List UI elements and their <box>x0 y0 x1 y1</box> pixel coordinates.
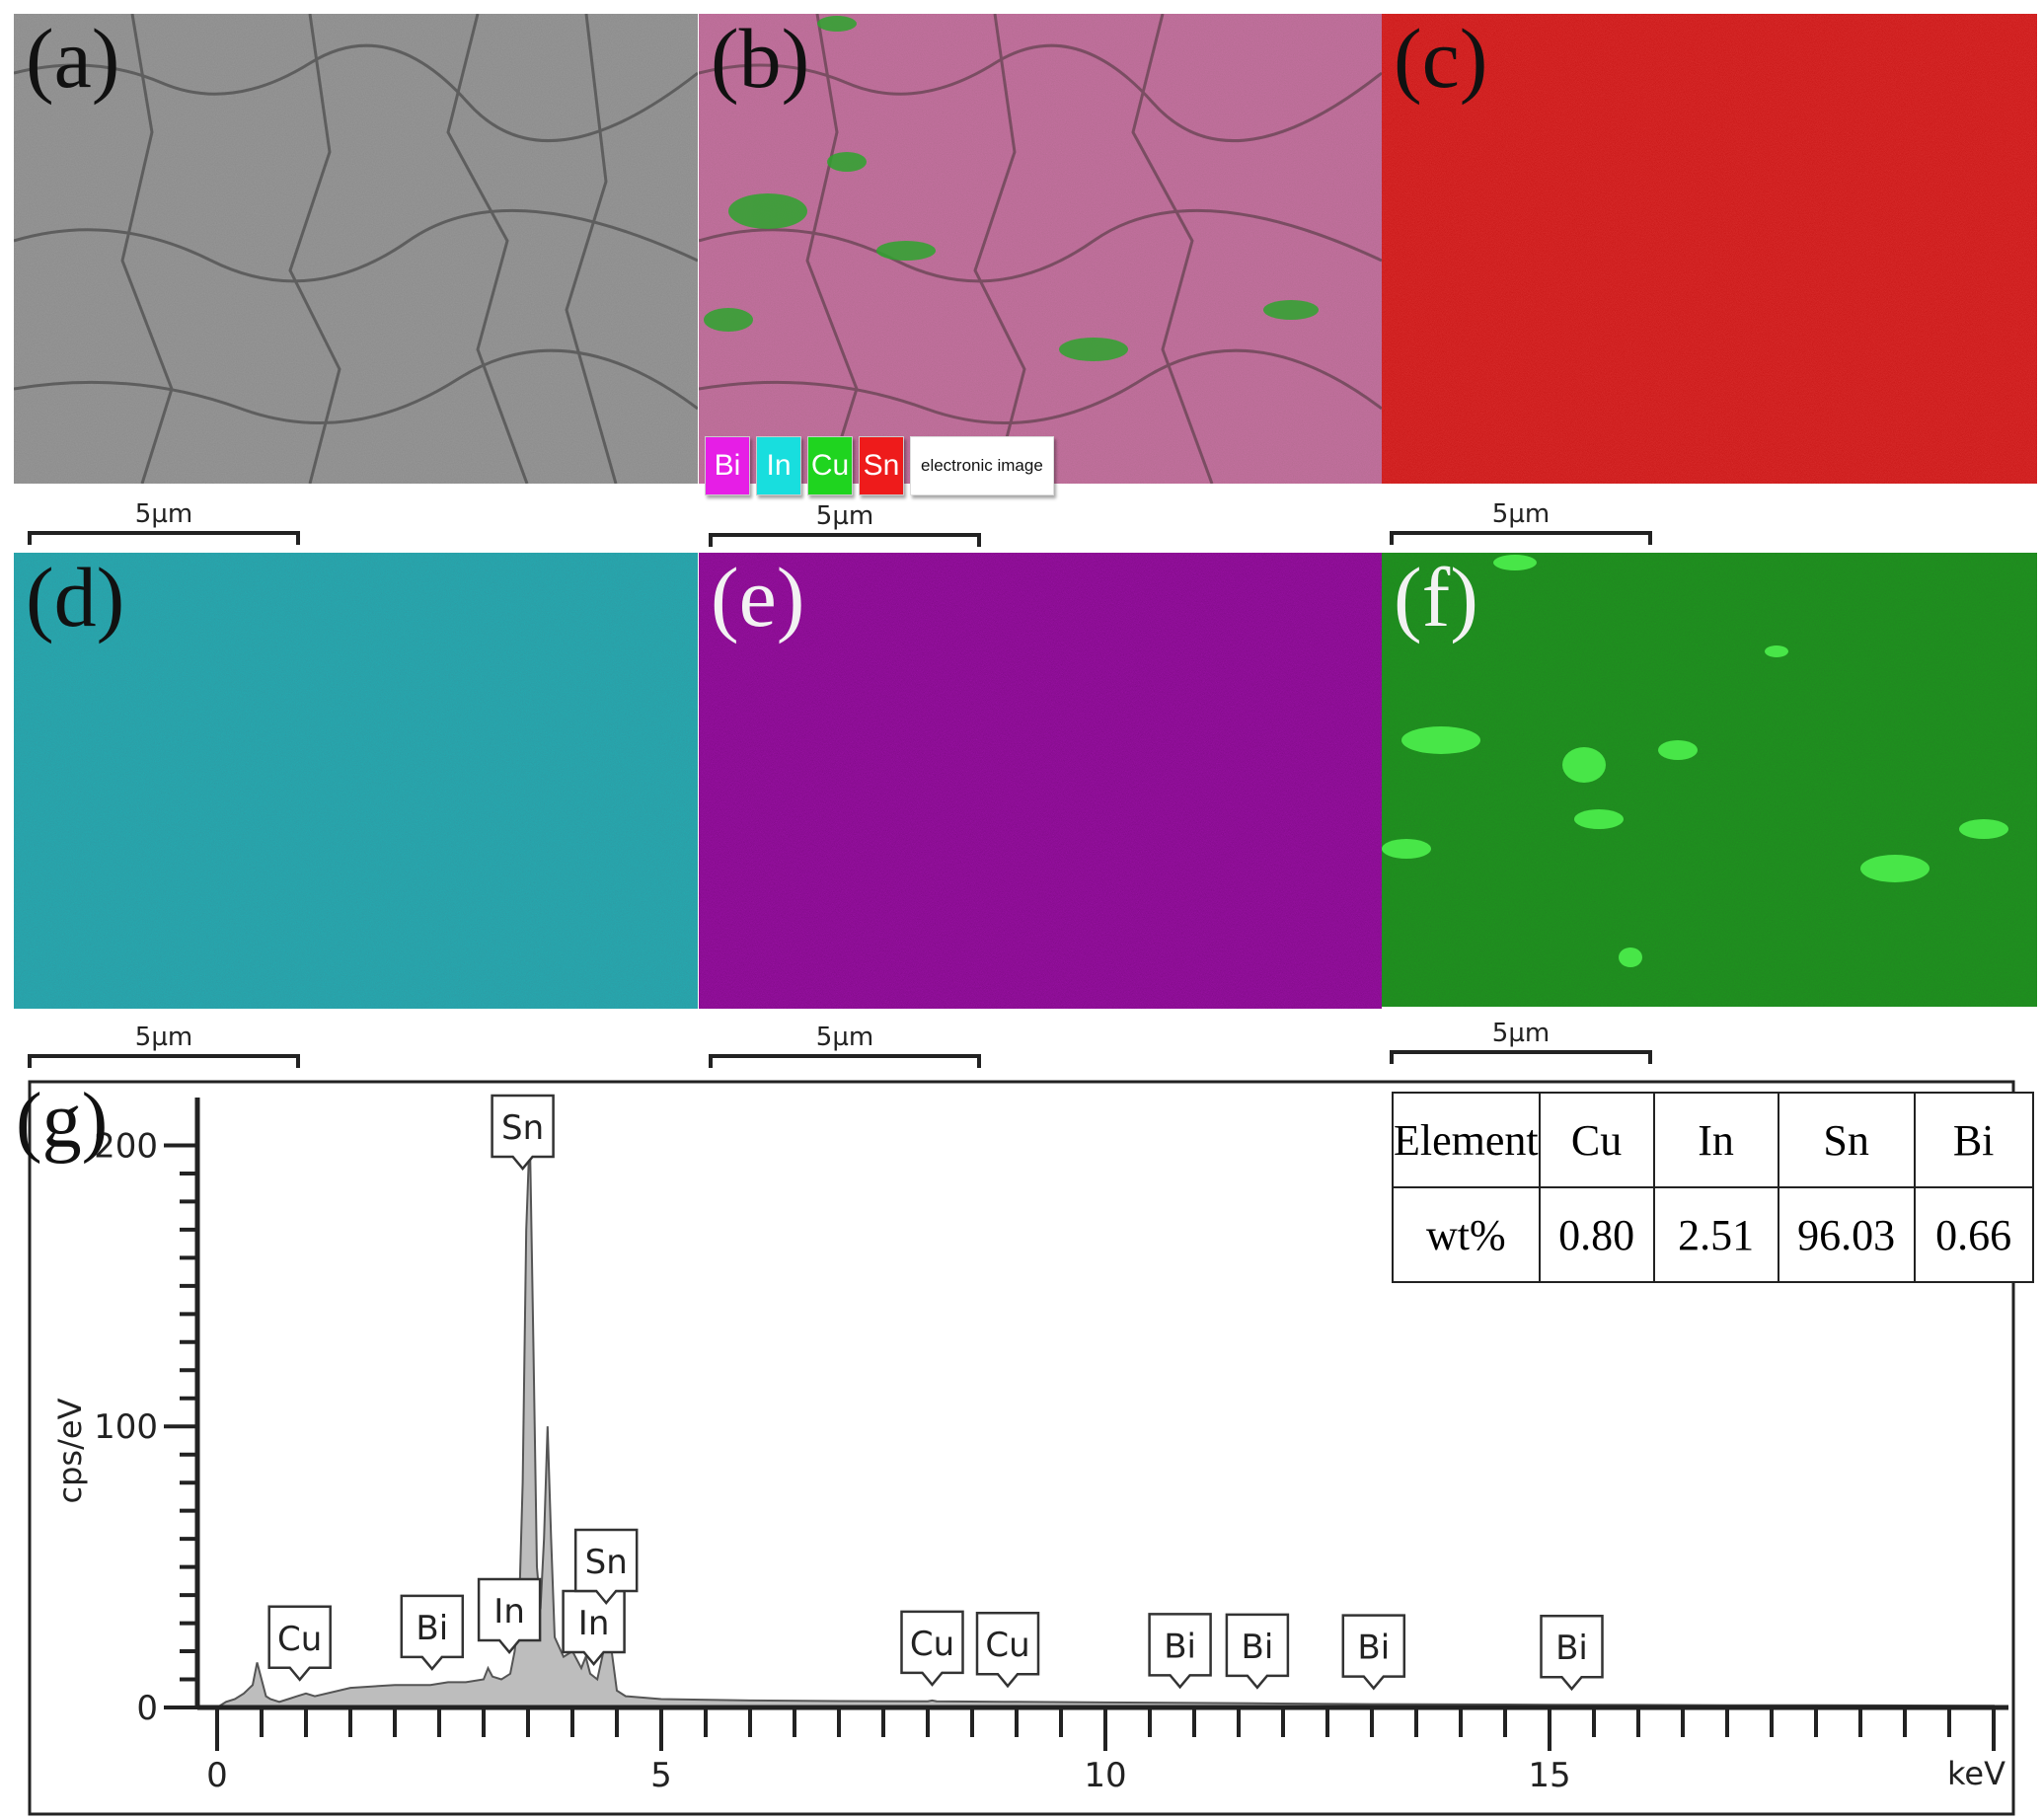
scale-bar-b: 5µm <box>709 501 981 551</box>
peak-label-bi: Bi <box>1341 1614 1406 1691</box>
peak-label-cu: Cu <box>975 1611 1040 1689</box>
scale-bar-b-label: 5µm <box>815 501 874 531</box>
scale-bar-a: 5µm <box>28 499 300 549</box>
peak-label-box <box>1341 1614 1406 1691</box>
scale-bar-c-label: 5µm <box>1491 499 1551 529</box>
peak-label-bi: Bi <box>1148 1613 1212 1690</box>
x-tick-label: 0 <box>206 1756 228 1795</box>
peak-label-text: Bi <box>1164 1627 1196 1666</box>
peak-label-text: Bi <box>1242 1628 1274 1667</box>
panel-c-sn-map: (c) <box>1382 14 2037 484</box>
x-tick-label: 15 <box>1528 1756 1570 1795</box>
peak-label-box <box>491 1094 555 1171</box>
peak-label-box <box>900 1610 964 1687</box>
peak-label-text: Sn <box>501 1108 544 1148</box>
table-cell: 96.03 <box>1777 1186 1916 1283</box>
peak-label-text: Sn <box>585 1543 628 1582</box>
legend-chip-in: In <box>756 436 801 495</box>
element-legend: Bi In Cu Sn electronic image <box>705 436 1054 495</box>
table-cell: 0.66 <box>1913 1186 2034 1283</box>
x-tick-label: 10 <box>1084 1756 1126 1795</box>
peak-label-text: Cu <box>910 1625 954 1664</box>
table-cell: wt% <box>1392 1186 1541 1283</box>
panel-e-bi-map: (e) <box>699 553 1382 1009</box>
panel-b-overlay-map: (b) <box>699 14 1382 484</box>
table-cell: 0.80 <box>1538 1186 1655 1283</box>
peak-label-box <box>1540 1614 1604 1692</box>
panel-a-sem-image: (a) <box>14 14 698 484</box>
peak-label-box <box>975 1611 1040 1689</box>
table-header-cell: Element <box>1392 1092 1541 1188</box>
peak-label-text: Bi <box>416 1609 448 1648</box>
panel-d-in-map: (d) <box>14 553 698 1009</box>
peak-label-box <box>1148 1613 1212 1690</box>
spectrum-area <box>213 1131 1995 1708</box>
sem-texture <box>14 14 698 484</box>
panel-e-label: (e) <box>711 553 805 645</box>
table-cell: 2.51 <box>1652 1186 1779 1283</box>
peak-label-box <box>1225 1613 1290 1690</box>
cu-texture <box>1382 553 2037 1007</box>
peak-label-text: In <box>578 1604 610 1643</box>
peak-label-box <box>400 1594 465 1671</box>
legend-electronic-image: electronic image <box>910 436 1054 495</box>
peak-label-text: Bi <box>1555 1629 1588 1668</box>
scale-bar-a-label: 5µm <box>134 499 193 529</box>
peak-label-text: In <box>493 1592 525 1631</box>
peak-label-box <box>477 1577 542 1654</box>
panel-f-cu-map: (f) <box>1382 553 2037 1007</box>
scale-bar-e-label: 5µm <box>815 1023 874 1052</box>
legend-chip-bi: Bi <box>705 436 750 495</box>
table-header-cell: Bi <box>1913 1092 2034 1188</box>
peak-label-text: Bi <box>1357 1629 1390 1668</box>
overlay-texture <box>699 14 1382 484</box>
scale-bar-c: 5µm <box>1390 499 1652 549</box>
panel-g-label: (g) <box>16 1078 108 1165</box>
panel-f-label: (f) <box>1394 553 1478 645</box>
peak-label-cu: Cu <box>900 1610 964 1687</box>
panel-b-label: (b) <box>711 14 810 106</box>
y-tick-label: 200 <box>94 1126 158 1166</box>
panel-a-label: (a) <box>26 14 120 106</box>
table-header-cell: Cu <box>1538 1092 1655 1188</box>
scale-bar-f-label: 5µm <box>1491 1019 1551 1048</box>
scale-bar-e: 5µm <box>709 1023 981 1072</box>
peak-label-text: Cu <box>985 1626 1029 1665</box>
peak-label-bi: Bi <box>1540 1614 1604 1692</box>
peak-label-in: In <box>562 1589 626 1666</box>
y-tick-label: 0 <box>136 1689 158 1728</box>
peak-label-text: Cu <box>277 1620 322 1659</box>
sn-texture <box>1382 14 2037 484</box>
x-axis-label: keV <box>1947 1755 2005 1792</box>
table-header-row: Element Cu In Sn Bi <box>1392 1092 2034 1188</box>
peak-label-box <box>573 1528 639 1605</box>
table-row: wt% 0.80 2.51 96.03 0.66 <box>1392 1186 2034 1283</box>
peak-label-box <box>267 1605 332 1682</box>
panel-c-label: (c) <box>1394 14 1488 106</box>
scale-bar-d-label: 5µm <box>134 1023 193 1052</box>
peak-label-sn: Sn <box>573 1528 639 1605</box>
panel-d-label: (d) <box>26 553 125 645</box>
peak-label-bi: Bi <box>1225 1613 1290 1690</box>
legend-chip-cu: Cu <box>807 436 853 495</box>
in-texture <box>14 553 698 1009</box>
scale-bar-d: 5µm <box>28 1023 300 1072</box>
peak-label-in: In <box>477 1577 542 1654</box>
peak-label-box <box>562 1589 626 1666</box>
peak-label-bi: Bi <box>400 1594 465 1671</box>
peak-label-sn: Sn <box>491 1094 555 1171</box>
table-header-cell: Sn <box>1777 1092 1916 1188</box>
scale-bar-f: 5µm <box>1390 1019 1652 1068</box>
table-header-cell: In <box>1652 1092 1779 1188</box>
y-tick-label: 100 <box>94 1407 158 1447</box>
composition-table: Element Cu In Sn Bi wt% 0.80 2.51 96.03 … <box>1392 1092 2034 1283</box>
legend-chip-sn: Sn <box>859 436 904 495</box>
peak-label-cu: Cu <box>267 1605 332 1682</box>
y-axis-label: cps/eV <box>51 1398 89 1503</box>
x-tick-label: 5 <box>650 1756 672 1795</box>
bi-texture <box>699 553 1382 1009</box>
